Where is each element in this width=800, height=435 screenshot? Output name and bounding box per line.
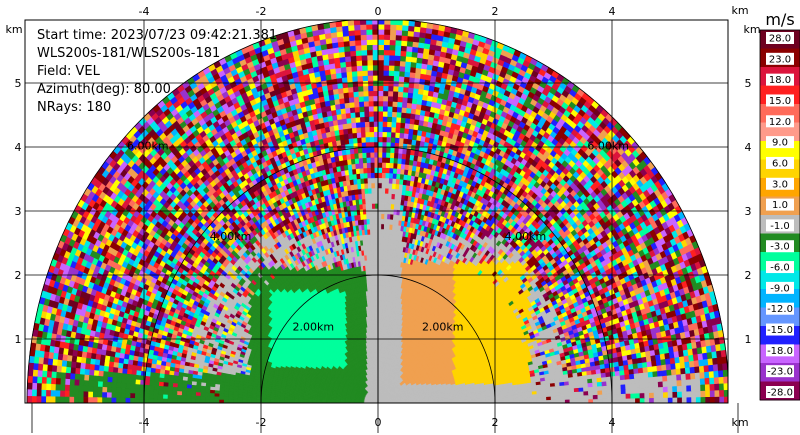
colorbar-tick-label: -28.0 [767,388,793,399]
colorbar-tick-label: -6.0 [770,263,790,274]
y-unit-left: km [5,23,22,36]
plot-frame [24,19,729,404]
x-tick-label-top: 4 [609,5,616,18]
y-tick-label-right: 4 [745,141,752,154]
colorbar-tick-label: 15.0 [769,96,791,107]
range-ring-label: 2.00km [292,320,334,333]
colorbar: m/s -28.0 -23.0 -18.0 -15.0 -12.0 -9.0 -6.0 -3.0… [759,10,800,401]
info-line: WLS200s-181/WLS200s-181 [37,46,220,61]
x-tick-label-top: -2 [256,5,267,18]
colorbar-tick-label: -18.0 [767,346,793,357]
x-tick-label-top: -4 [139,5,150,18]
info-line: Azimuth(deg): 80.00 [37,82,171,97]
x-unit-bottom: km [731,416,748,429]
x-tick-label-top: 0 [375,5,382,18]
x-tick-label-top: 2 [492,5,499,18]
y-tick-label-left: 5 [15,77,22,90]
info-line: Start time: 2023/07/23 09:42:21.381 [37,28,277,43]
colorbar-tick-label: -1.0 [770,221,790,232]
range-rings: 2.00km 2.00km 4.00km 4.00km 6.00km 6.00km [26,20,728,403]
range-ring [26,20,728,403]
range-ring-label: 6.00km [127,139,169,152]
colorbar-tick-label: 3.0 [772,179,788,190]
colorbar-tick-label: 1.0 [772,200,788,211]
info-line: NRays: 180 [37,100,111,115]
velocity-field [26,20,728,403]
colorbar-tick-label: 9.0 [772,138,788,149]
colorbar-unit: m/s [765,10,794,29]
colorbar-tick-label: -15.0 [767,325,793,336]
y-unit-right: km [743,23,760,36]
y-tick-label-right: 2 [745,269,752,282]
colorbar-tick-label: 6.0 [772,158,788,169]
x-unit-top: km [731,4,748,17]
colorbar-tick-label: 12.0 [769,117,791,128]
colorbar-tick-label: -9.0 [770,283,790,294]
y-tick-label-left: 4 [15,141,22,154]
colorbar-tick-label: -12.0 [767,304,793,315]
y-tick-label-right: 5 [745,77,752,90]
range-ring-label: 4.00km [210,230,252,243]
colorbar-tick-label: -23.0 [767,367,793,378]
y-tick-label-left: 2 [15,269,22,282]
range-ring-label: 4.00km [505,230,547,243]
range-ring [143,146,613,403]
range-ring-label: 6.00km [587,139,629,152]
range-ring [260,274,496,403]
y-tick-label-left: 1 [15,333,22,346]
info-box: Start time: 2023/07/23 09:42:21.381 WLS20… [37,28,277,115]
colorbar-tick-label: -3.0 [770,242,790,253]
colorbar-tick-label: 18.0 [769,75,791,86]
y-tick-label-right: 3 [745,205,752,218]
colorbar-tick-label: 23.0 [769,54,791,65]
y-tick-label-right: 1 [745,333,752,346]
colorbar-tick-label: 28.0 [769,34,791,45]
info-line: Field: VEL [37,64,101,79]
range-ring-label: 2.00km [422,320,464,333]
y-tick-label-left: 3 [15,205,22,218]
